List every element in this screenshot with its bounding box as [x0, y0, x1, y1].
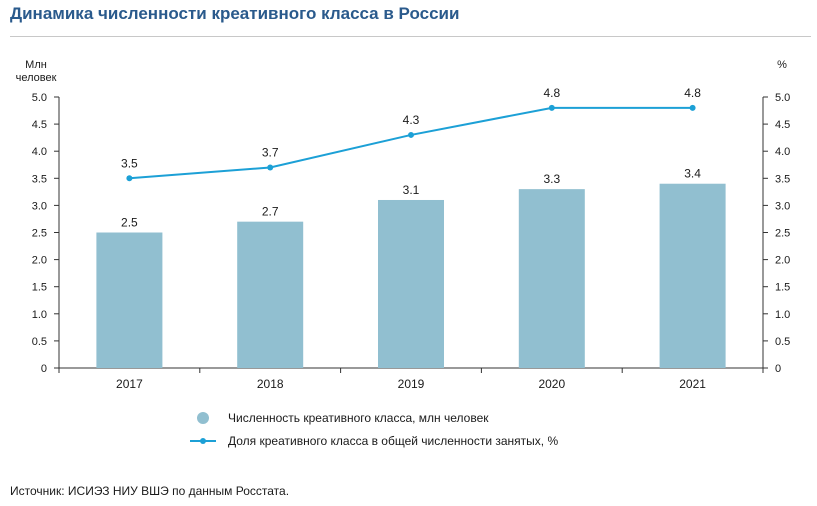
- y-right-tick-label: 2.0: [775, 255, 790, 267]
- legend-line-label: Доля креативного класса в общей численно…: [228, 434, 558, 448]
- y-right-tick-label: 2.5: [775, 228, 790, 240]
- line-point: [267, 164, 274, 171]
- y-left-tick-label: 3.5: [32, 173, 47, 185]
- x-tick-label: 2020: [538, 377, 565, 391]
- y-left-tick-label: 4.0: [32, 146, 47, 158]
- y-left-tick-label: 2.0: [32, 255, 47, 267]
- y-left-axis-title-line2: человек: [16, 72, 57, 84]
- source-note: Источник: ИСИЭЗ НИУ ВШЭ по данным Росста…: [10, 484, 290, 498]
- y-right-tick-label: 4.5: [775, 119, 790, 131]
- line-point: [548, 104, 555, 111]
- line-point: [689, 104, 696, 111]
- y-right-tick-label: 4.0: [775, 146, 790, 158]
- y-left-axis-title-line1: Млн: [25, 59, 47, 71]
- line-value-label: 3.5: [121, 156, 138, 170]
- y-right-tick-label: 5.0: [775, 92, 790, 104]
- y-left-tick-label: 1.5: [32, 282, 47, 294]
- y-right-tick-label: 0.5: [775, 336, 790, 348]
- title-divider: [10, 36, 811, 37]
- y-left-tick-label: 0: [41, 363, 47, 375]
- y-right-tick-label: 0: [775, 363, 781, 375]
- x-tick-label: 2021: [679, 377, 706, 391]
- x-tick-label: 2018: [257, 377, 284, 391]
- bar-value-label: 3.1: [403, 183, 420, 197]
- line-series: [126, 104, 696, 182]
- legend-bar-marker: [197, 412, 209, 424]
- bar-value-label: 2.7: [262, 205, 279, 219]
- line-point: [408, 131, 414, 138]
- bar-series: [96, 183, 726, 368]
- x-tick-label: 2019: [398, 377, 425, 391]
- bar-value-label: 3.4: [684, 167, 701, 181]
- legend-bar-label: Численность креативного класса, млн чело…: [228, 411, 489, 425]
- bar: [518, 189, 585, 368]
- combo-chart: Млн человек % 0 0.5 1.0 1.5 2.0 2.5 3.0 3.5 4.0 4…: [16, 59, 791, 448]
- y-left-tick-label: 3.0: [32, 200, 47, 212]
- bar: [378, 199, 444, 368]
- y-right-tick-label: 3.0: [775, 200, 790, 212]
- y-left-tick-label: 4.5: [32, 119, 47, 131]
- y-right-tick-label: 3.5: [775, 173, 790, 185]
- legend-line-marker: [200, 438, 206, 444]
- bar-value-label: 3.3: [543, 172, 560, 186]
- bar: [659, 183, 726, 368]
- y-left-tick-label: 0.5: [32, 336, 47, 348]
- y-left-axis-title: Млн человек: [16, 59, 57, 84]
- line-point: [126, 175, 133, 182]
- x-tick-label: 2017: [116, 377, 143, 391]
- chart-title: Динамика численности креативного класса …: [10, 4, 460, 23]
- line-value-label: 4.3: [403, 113, 420, 127]
- y-left-tick-label: 5.0: [32, 92, 47, 104]
- legend: Численность креативного класса, млн чело…: [190, 411, 558, 448]
- bar: [96, 232, 163, 368]
- line-value-label: 3.7: [262, 145, 279, 159]
- y-left-tick-label: 2.5: [32, 228, 47, 240]
- y-left-tick-label: 1.0: [32, 309, 47, 321]
- bar: [237, 221, 304, 368]
- y-right-tick-label: 1.5: [775, 282, 790, 294]
- line-value-label: 4.8: [684, 86, 701, 100]
- y-right-axis-title: %: [777, 59, 787, 71]
- line-value-label: 4.8: [543, 86, 560, 100]
- bar-value-label: 2.5: [121, 216, 138, 230]
- data-labels: 2.5 2.7 3.1 3.3 3.4 3.5 3.7 4.3 4.8 4.8: [121, 86, 701, 230]
- y-right-tick-label: 1.0: [775, 309, 790, 321]
